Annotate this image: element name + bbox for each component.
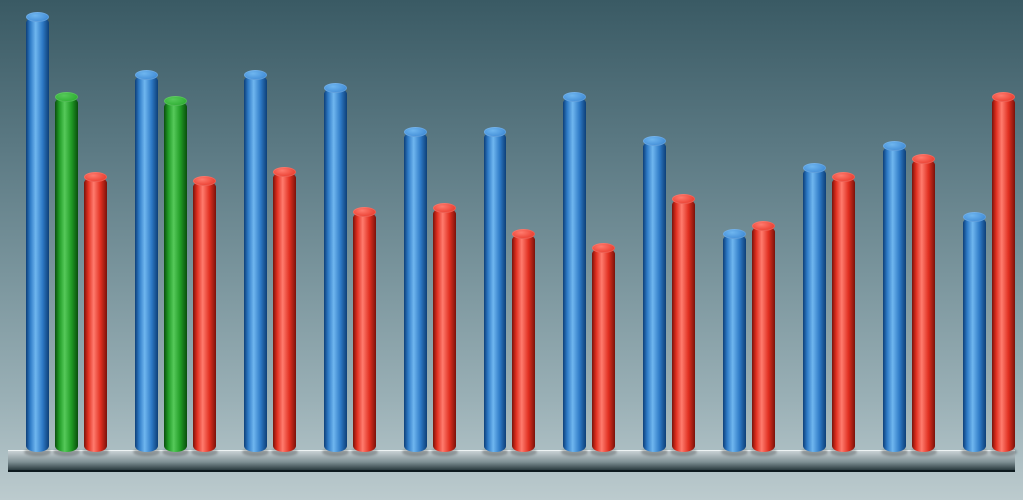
red-bar (193, 181, 216, 452)
bar-group (404, 8, 456, 452)
red-bar (752, 226, 775, 452)
blue-bar (484, 132, 507, 452)
bar-group (324, 8, 376, 452)
bar-group (643, 8, 695, 452)
blue-bar (324, 88, 347, 452)
blue-bar (404, 132, 427, 452)
bar-group (723, 8, 775, 452)
blue-bar (563, 97, 586, 452)
green-bar (164, 101, 187, 452)
red-bar (273, 172, 296, 452)
blue-bar (883, 146, 906, 452)
bar-group (484, 8, 536, 452)
red-bar (433, 208, 456, 452)
bar-group (244, 8, 296, 452)
red-bar (353, 212, 376, 452)
red-bar (84, 177, 107, 452)
green-bar (55, 97, 78, 452)
red-bar (912, 159, 935, 452)
red-bar (832, 177, 855, 452)
cylinder-bar-chart (0, 0, 1023, 500)
blue-bar (135, 75, 158, 452)
red-bar (672, 199, 695, 452)
bar-group (135, 8, 216, 452)
bar-group (563, 8, 615, 452)
bar-group (26, 8, 107, 452)
red-bar (992, 97, 1015, 452)
blue-bar (643, 141, 666, 452)
bar-group (963, 8, 1015, 452)
blue-bar (803, 168, 826, 452)
bar-group (883, 8, 935, 452)
bar-group (803, 8, 855, 452)
blue-bar (26, 17, 49, 452)
red-bar (512, 234, 535, 452)
blue-bar (244, 75, 267, 452)
blue-bar (963, 217, 986, 452)
plot-area (8, 8, 1015, 472)
blue-bar (723, 234, 746, 452)
red-bar (592, 248, 615, 452)
